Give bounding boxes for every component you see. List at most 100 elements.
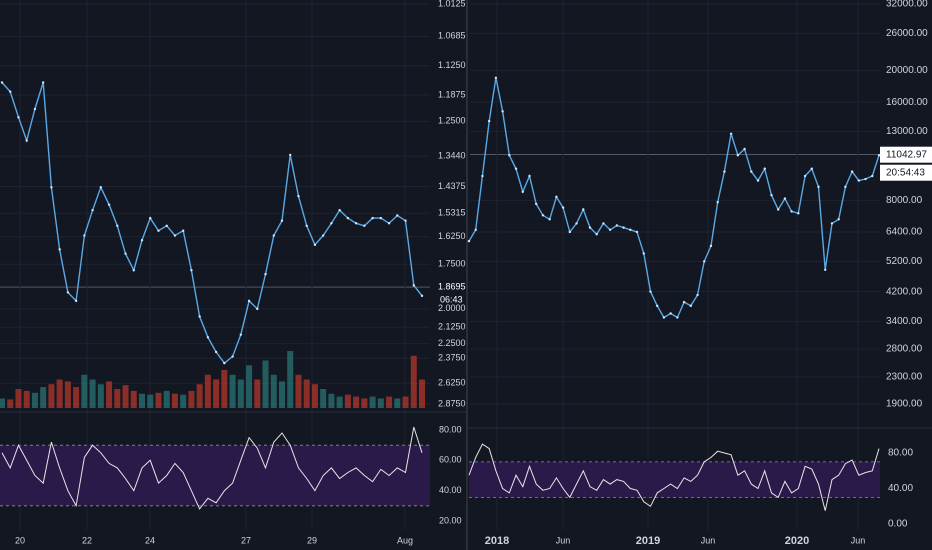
right-price-point [837, 218, 840, 221]
left-price-tick-label: 1.3440 [438, 151, 466, 161]
left-price-axis[interactable]: 1.0125 1.0685 1.1250 1.1875 1.2500 1.3440 1.43… [432, 0, 466, 408]
right-price-point [736, 154, 740, 157]
right-time-axis[interactable]: 2018 Jun 2019 Jun 2020 Jun [485, 535, 866, 547]
right-price-tick-label: 32000.00 [886, 0, 928, 10]
left-volume-bar [64, 381, 71, 408]
left-price-point [214, 350, 218, 354]
right-price-point [850, 170, 854, 173]
right-time-tick-label: Jun [701, 535, 716, 545]
left-volume-bar [295, 374, 302, 408]
left-price-point [297, 194, 300, 198]
right-rsi-tick-label: 40.00 [888, 483, 913, 494]
left-volume-bar [361, 398, 368, 408]
right-price-axis[interactable]: 32000.00 26000.00 20000.00 16000.00 13000.00… [880, 0, 932, 410]
left-volume-bar [270, 374, 277, 408]
left-price-point [338, 208, 341, 212]
right-price-point [508, 154, 511, 157]
left-volume-bar [394, 398, 401, 408]
left-price-point [33, 107, 37, 111]
right-price-point [514, 167, 518, 170]
left-volume-bar [81, 374, 88, 408]
left-price-line[interactable] [1, 82, 423, 365]
right-price-point [750, 170, 753, 173]
right-rsi-panel[interactable] [468, 427, 932, 511]
right-price-point [696, 293, 699, 297]
left-price-point [190, 269, 193, 272]
left-price-point [313, 243, 317, 247]
right-price-tick-label: 13000.00 [886, 126, 928, 137]
right-price-point [857, 179, 861, 182]
right-price-point [830, 222, 834, 225]
right-price-point [763, 167, 766, 170]
left-volume-bar [15, 389, 22, 408]
left-time-tick-label: 22 [82, 535, 92, 545]
right-price-line[interactable] [468, 77, 880, 319]
left-price-point [0, 81, 4, 84]
left-rsi-panel[interactable] [0, 411, 466, 510]
left-volume-bar [97, 384, 104, 408]
left-rsi-line[interactable] [1, 426, 423, 510]
left-rsi-axis[interactable]: 80.00 60.00 40.00 20.00 [439, 424, 462, 525]
right-rsi-line[interactable] [468, 443, 880, 511]
right-price-point [622, 226, 625, 229]
right-price-point [709, 244, 713, 248]
left-volume-bars [0, 351, 425, 408]
left-volume-bar [369, 396, 376, 408]
right-price-point [588, 226, 592, 229]
left-price-series[interactable] [0, 81, 424, 365]
left-price-point [157, 229, 160, 232]
left-price-point [206, 336, 210, 339]
left-time-tick-label: 29 [307, 535, 317, 545]
left-time-axis[interactable]: 20 22 24 27 29 Aug [15, 535, 413, 545]
left-price-tick-label: 2.1250 [438, 322, 466, 332]
left-price-point [9, 90, 12, 93]
right-price-point [494, 76, 498, 80]
right-countdown-label: 20:54:43 [886, 167, 925, 178]
left-price-tick-label: 2.6250 [438, 378, 466, 388]
left-price-point [346, 216, 350, 220]
right-rsi-axis[interactable]: 80.00 40.00 0.00 [888, 448, 913, 530]
left-price-point [83, 234, 86, 237]
left-rsi-band [0, 445, 430, 506]
right-rsi-band [469, 461, 880, 498]
left-volume-bar [353, 396, 360, 408]
right-price-point [487, 119, 491, 123]
left-volume-bar [320, 389, 327, 408]
right-price-tick-label: 8000.00 [886, 195, 923, 206]
right-price-point [501, 110, 504, 113]
right-price-point [662, 316, 666, 319]
left-price-point [50, 186, 53, 189]
left-volume-bar [386, 396, 393, 408]
right-price-point [689, 304, 693, 308]
left-volume-bar [122, 385, 129, 408]
right-price-tick-label: 4200.00 [886, 286, 923, 297]
right-price-point [864, 177, 867, 181]
left-price-tick-label: 1.7500 [438, 259, 466, 269]
right-price-point [703, 260, 706, 263]
right-grid [470, 0, 880, 530]
left-price-tick-label: 2.2500 [438, 338, 466, 348]
right-price-point [602, 222, 605, 225]
left-volume-bar [40, 387, 47, 408]
left-price-point [41, 81, 45, 84]
right-time-tick-label: Jun [556, 535, 571, 545]
right-price-point [615, 224, 619, 227]
right-price-series[interactable] [467, 76, 881, 319]
left-volume-bar [419, 379, 425, 408]
left-volume-bar [213, 379, 220, 408]
left-price-point [74, 299, 78, 303]
right-price-point [682, 300, 686, 304]
left-volume-bar [229, 374, 236, 408]
left-price-point [231, 355, 234, 358]
right-price-point [797, 212, 800, 215]
left-volume-bar [377, 398, 384, 408]
left-price-point [124, 252, 127, 255]
left-volume-bar [155, 392, 162, 408]
left-volume-bar [31, 392, 38, 408]
left-price-point [116, 224, 119, 227]
right-current-price-label: 11042.97 [886, 149, 927, 160]
right-time-tick-label: 2019 [636, 535, 660, 547]
right-price-point [871, 174, 874, 178]
left-price-tick-label: 1.1250 [438, 60, 466, 70]
